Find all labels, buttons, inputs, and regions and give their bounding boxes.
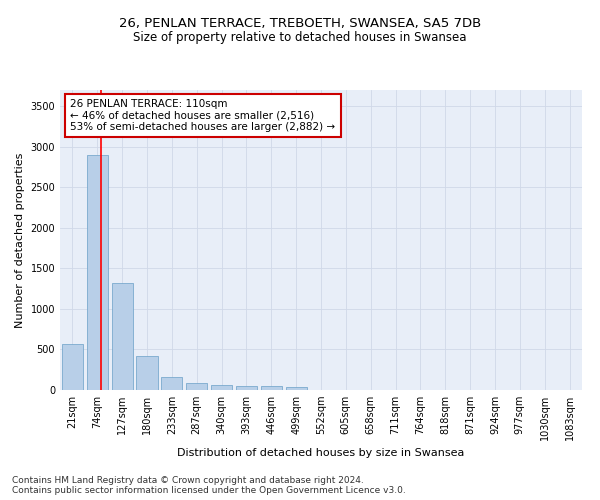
Text: 26 PENLAN TERRACE: 110sqm
← 46% of detached houses are smaller (2,516)
53% of se: 26 PENLAN TERRACE: 110sqm ← 46% of detac…: [70, 99, 335, 132]
Bar: [161, 378, 182, 390]
Bar: [286, 387, 307, 390]
Bar: [62, 344, 83, 390]
Bar: [186, 383, 207, 390]
Bar: [87, 155, 108, 390]
Bar: [136, 356, 158, 390]
Text: Size of property relative to detached houses in Swansea: Size of property relative to detached ho…: [133, 31, 467, 44]
Bar: [261, 386, 282, 390]
Text: 26, PENLAN TERRACE, TREBOETH, SWANSEA, SA5 7DB: 26, PENLAN TERRACE, TREBOETH, SWANSEA, S…: [119, 18, 481, 30]
X-axis label: Distribution of detached houses by size in Swansea: Distribution of detached houses by size …: [178, 448, 464, 458]
Y-axis label: Number of detached properties: Number of detached properties: [15, 152, 25, 328]
Bar: [211, 385, 232, 390]
Bar: [236, 386, 257, 390]
Text: Contains HM Land Registry data © Crown copyright and database right 2024.
Contai: Contains HM Land Registry data © Crown c…: [12, 476, 406, 495]
Bar: [112, 283, 133, 390]
